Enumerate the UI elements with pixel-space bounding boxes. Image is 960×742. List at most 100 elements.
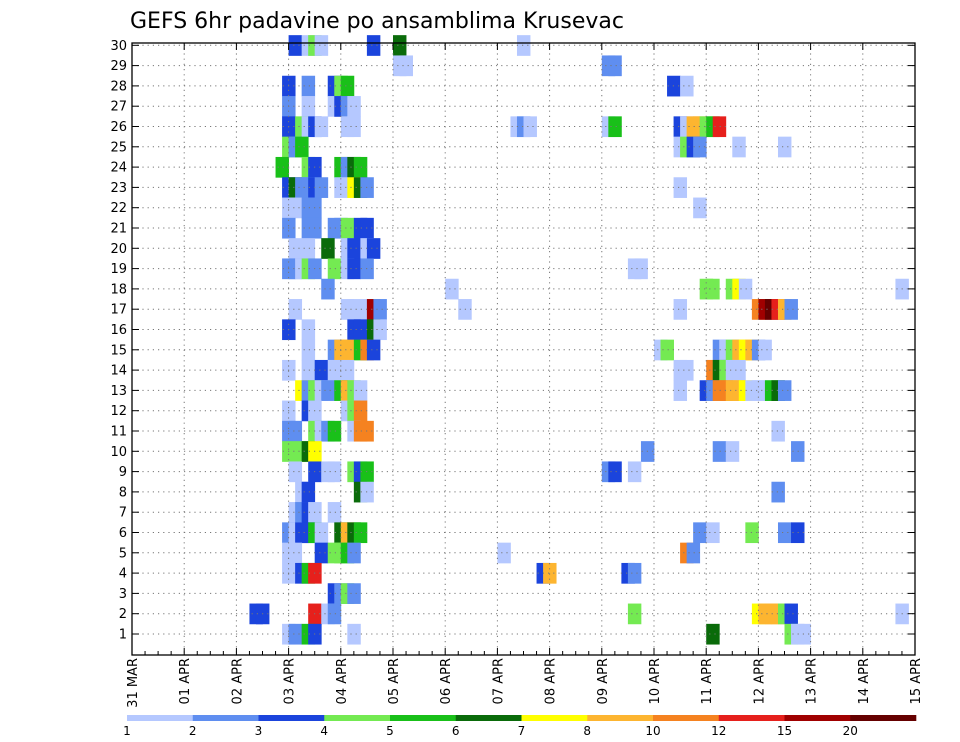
precip-cell <box>314 35 329 56</box>
y-tick-label: 2 <box>119 607 127 622</box>
colorbar-swatch <box>850 715 917 721</box>
precip-cell <box>301 481 316 503</box>
colorbar: 1 2 3 4 5 6 7 8 10 12 15 20 <box>123 715 917 738</box>
y-tick-label: 6 <box>119 526 127 541</box>
precip-cell <box>680 75 694 97</box>
colorbar-swatch <box>653 715 720 721</box>
colorbar-label: 5 <box>386 724 394 738</box>
precip-cell <box>340 75 355 97</box>
precip-cell <box>314 177 329 198</box>
precip-cell <box>608 116 622 138</box>
precip-cell <box>301 359 316 381</box>
precip-cell <box>314 116 329 138</box>
y-tick-label: 5 <box>119 546 127 561</box>
colorbar-label: 8 <box>583 724 591 738</box>
colorbar-label: 10 <box>645 724 660 738</box>
precip-cell <box>686 542 701 564</box>
precip-cell <box>353 156 368 178</box>
precip-cell <box>327 502 342 523</box>
x-tick-label: 31 MAR <box>126 658 141 708</box>
precip-cell <box>706 522 720 544</box>
colorbar-label: 2 <box>189 724 197 738</box>
y-tick-label: 17 <box>110 303 127 318</box>
y-tick-label: 19 <box>110 262 127 277</box>
precip-cell <box>347 583 361 604</box>
precip-cell <box>327 603 342 625</box>
precip-cell <box>523 116 537 138</box>
y-tick-label: 8 <box>119 485 127 500</box>
precip-cell <box>673 299 688 320</box>
precip-cell <box>627 603 642 625</box>
precip-cell <box>373 319 387 341</box>
y-tick-label: 11 <box>110 425 127 440</box>
precip-cell <box>340 359 355 381</box>
precip-cell <box>660 339 674 361</box>
precip-cell <box>327 359 342 381</box>
y-tick-label: 22 <box>110 201 127 216</box>
precip-cell <box>314 359 329 381</box>
y-tick-label: 27 <box>110 100 127 115</box>
precip-cell <box>777 136 792 158</box>
precip-cell <box>301 339 316 361</box>
precip-cell <box>445 278 459 300</box>
colorbar-swatch <box>521 715 588 721</box>
x-tick-label: 07 APR <box>491 658 506 704</box>
colorbar-swatch <box>455 715 522 721</box>
precip-cell <box>673 177 688 198</box>
precip-cell <box>784 603 798 625</box>
y-tick-label: 29 <box>110 59 127 74</box>
colorbar-label: 7 <box>518 724 526 738</box>
x-tick-label: 08 APR <box>544 658 559 704</box>
precip-cell <box>353 400 368 422</box>
precip-cell <box>347 299 361 320</box>
precip-cell <box>366 238 381 259</box>
colorbar-label: 12 <box>711 724 726 738</box>
precip-cell <box>627 562 642 584</box>
y-tick-label: 20 <box>110 242 127 257</box>
precip-cell <box>288 197 303 219</box>
precip-cell <box>627 461 642 483</box>
precip-cell <box>327 258 342 280</box>
colorbar-swatch <box>390 715 457 721</box>
precip-cell <box>321 278 335 300</box>
colorbar-swatch <box>784 715 851 721</box>
precip-cell <box>340 217 355 239</box>
precip-cell <box>373 299 387 320</box>
precip-cell <box>288 461 303 483</box>
precip-cell <box>725 441 740 462</box>
precip-cell <box>771 420 785 442</box>
x-tick-label: 12 APR <box>752 658 767 704</box>
y-tick-label: 13 <box>110 384 127 399</box>
y-tick-label: 23 <box>110 181 127 196</box>
precip-cell <box>497 542 511 564</box>
precip-cell <box>301 238 316 259</box>
y-tick-label: 4 <box>119 567 127 582</box>
precip-cell <box>777 380 792 401</box>
colorbar-label: 3 <box>255 724 263 738</box>
y-tick-label: 14 <box>110 364 127 379</box>
colorbar-swatch <box>324 715 391 721</box>
precip-cell <box>288 299 303 320</box>
precip-cell <box>712 441 727 462</box>
precip-cell <box>275 156 289 178</box>
precip-cell <box>673 380 688 401</box>
precip-cell <box>340 339 355 361</box>
precip-cell <box>608 55 622 77</box>
y-tick-label: 26 <box>110 120 127 135</box>
x-tick-label: 01 APR <box>178 658 193 704</box>
y-tick-label: 21 <box>110 222 127 237</box>
x-tick-label: 14 APR <box>857 658 872 704</box>
precip-cell <box>321 238 335 259</box>
precip-cell <box>301 319 316 341</box>
precip-cell <box>732 136 746 158</box>
precip-cell <box>288 623 303 645</box>
precip-cell <box>314 542 329 564</box>
precipitation-cells <box>249 35 909 645</box>
precip-cell <box>347 258 361 280</box>
precip-cell <box>732 359 746 381</box>
y-axis-ticks: 1234567891011121314151617181920212223242… <box>110 39 915 643</box>
y-tick-label: 30 <box>110 39 127 54</box>
colorbar-swatch <box>192 715 259 721</box>
precip-cell <box>327 461 342 483</box>
precip-cell <box>366 35 381 56</box>
